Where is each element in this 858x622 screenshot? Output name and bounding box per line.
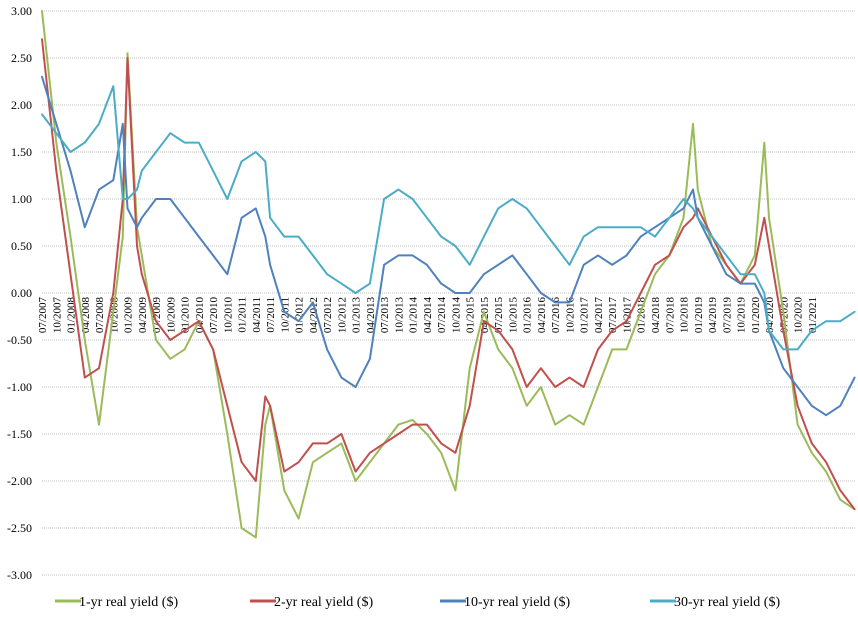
x-tick-label: 01/2014 (408, 297, 420, 334)
x-tick-label: 01/2018 (636, 297, 648, 334)
x-tick-label: 04/2019 (707, 297, 719, 334)
series-line-4 (41, 85, 856, 351)
y-axis-tick-labels: 3.00 2.50 2.00 1.50 1.00 0.50 0.00 -0.50 -1.00 -1… (7, 4, 32, 582)
legend-label: 30-yr real yield ($) (674, 595, 780, 610)
y-tick-label: -1.50 (7, 427, 32, 441)
y-tick-label: -2.50 (7, 521, 32, 535)
x-tick-label: 10/2009 (165, 297, 177, 334)
legend-label: 1-yr real yield ($) (79, 595, 178, 610)
y-tick-label: 0.00 (11, 286, 32, 300)
x-tick-label: 07/2017 (607, 297, 619, 334)
x-tick-label: 04/2013 (365, 297, 377, 334)
x-tick-label: 07/2013 (379, 297, 391, 334)
x-tick-label: 07/2015 (493, 297, 505, 334)
x-tick-label: 10/2019 (736, 297, 748, 334)
x-tick-label: 10/2017 (621, 297, 633, 334)
y-tick-label: 3.00 (11, 4, 32, 18)
y-tick-label: 1.50 (11, 145, 32, 159)
x-tick-label: 01/2013 (351, 297, 363, 334)
x-tick-label: 01/2009 (123, 297, 135, 334)
x-tick-label: 04/2017 (593, 297, 605, 334)
y-tick-label: -3.00 (7, 568, 32, 582)
x-tick-label: 07/2011 (265, 297, 277, 333)
gridlines (42, 10, 856, 576)
x-tick-label: 01/2015 (465, 297, 477, 334)
x-tick-label: 01/2011 (237, 297, 249, 333)
x-tick-label: 01/2021 (807, 297, 819, 333)
x-tick-label: 07/2014 (436, 297, 448, 334)
x-tick-label: 04/2011 (251, 297, 263, 333)
x-tick-label: 07/2008 (94, 297, 106, 334)
legend-label: 2-yr real yield ($) (274, 595, 373, 610)
series-line-1 (41, 10, 856, 539)
y-tick-label: -0.50 (7, 333, 32, 347)
x-tick-label: 10/2010 (222, 297, 234, 334)
x-tick-label: 10/2014 (450, 297, 462, 334)
x-tick-label: 04/2016 (536, 297, 548, 334)
x-tick-label: 01/2019 (693, 297, 705, 334)
x-tick-label: 10/2018 (679, 297, 691, 334)
series-line-2 (41, 38, 856, 511)
x-tick-label: 01/2012 (294, 297, 306, 333)
x-tick-label: 07/2007 (37, 297, 49, 334)
x-tick-label: 10/2015 (507, 297, 519, 334)
x-tick-label: 04/2014 (422, 297, 434, 334)
legend-label: 10-yr real yield ($) (464, 595, 570, 610)
x-tick-label: 10/2007 (51, 297, 63, 334)
x-tick-label: 10/2020 (793, 297, 805, 334)
x-tick-label: 10/2012 (336, 297, 348, 333)
x-tick-label: 04/2009 (137, 297, 149, 334)
y-tick-label: -2.00 (7, 474, 32, 488)
x-tick-label: 01/2020 (750, 297, 762, 334)
x-tick-label: 07/2018 (664, 297, 676, 334)
x-tick-label: 07/2019 (721, 297, 733, 334)
x-tick-label: 07/2012 (322, 297, 334, 333)
y-tick-label: 2.00 (11, 98, 32, 112)
x-tick-label: 01/2010 (180, 297, 192, 334)
x-tick-label: 01/2016 (522, 297, 534, 334)
x-tick-label: 10/2016 (564, 297, 576, 334)
x-tick-label: 10/2013 (393, 297, 405, 334)
y-tick-label: 1.00 (11, 192, 32, 206)
x-tick-label: 01/2017 (579, 297, 591, 334)
x-tick-label: 04/2018 (650, 297, 662, 334)
y-tick-label: 0.50 (11, 239, 32, 253)
legend: 1-yr real yield ($) 2-yr real yield ($) 10… (55, 595, 780, 610)
x-tick-label: 07/2010 (208, 297, 220, 334)
y-tick-label: -1.00 (7, 380, 32, 394)
y-tick-label: 2.50 (11, 51, 32, 65)
x-tick-label: 07/2016 (550, 297, 562, 334)
series-line-3 (41, 75, 856, 417)
plot-series (41, 10, 856, 539)
